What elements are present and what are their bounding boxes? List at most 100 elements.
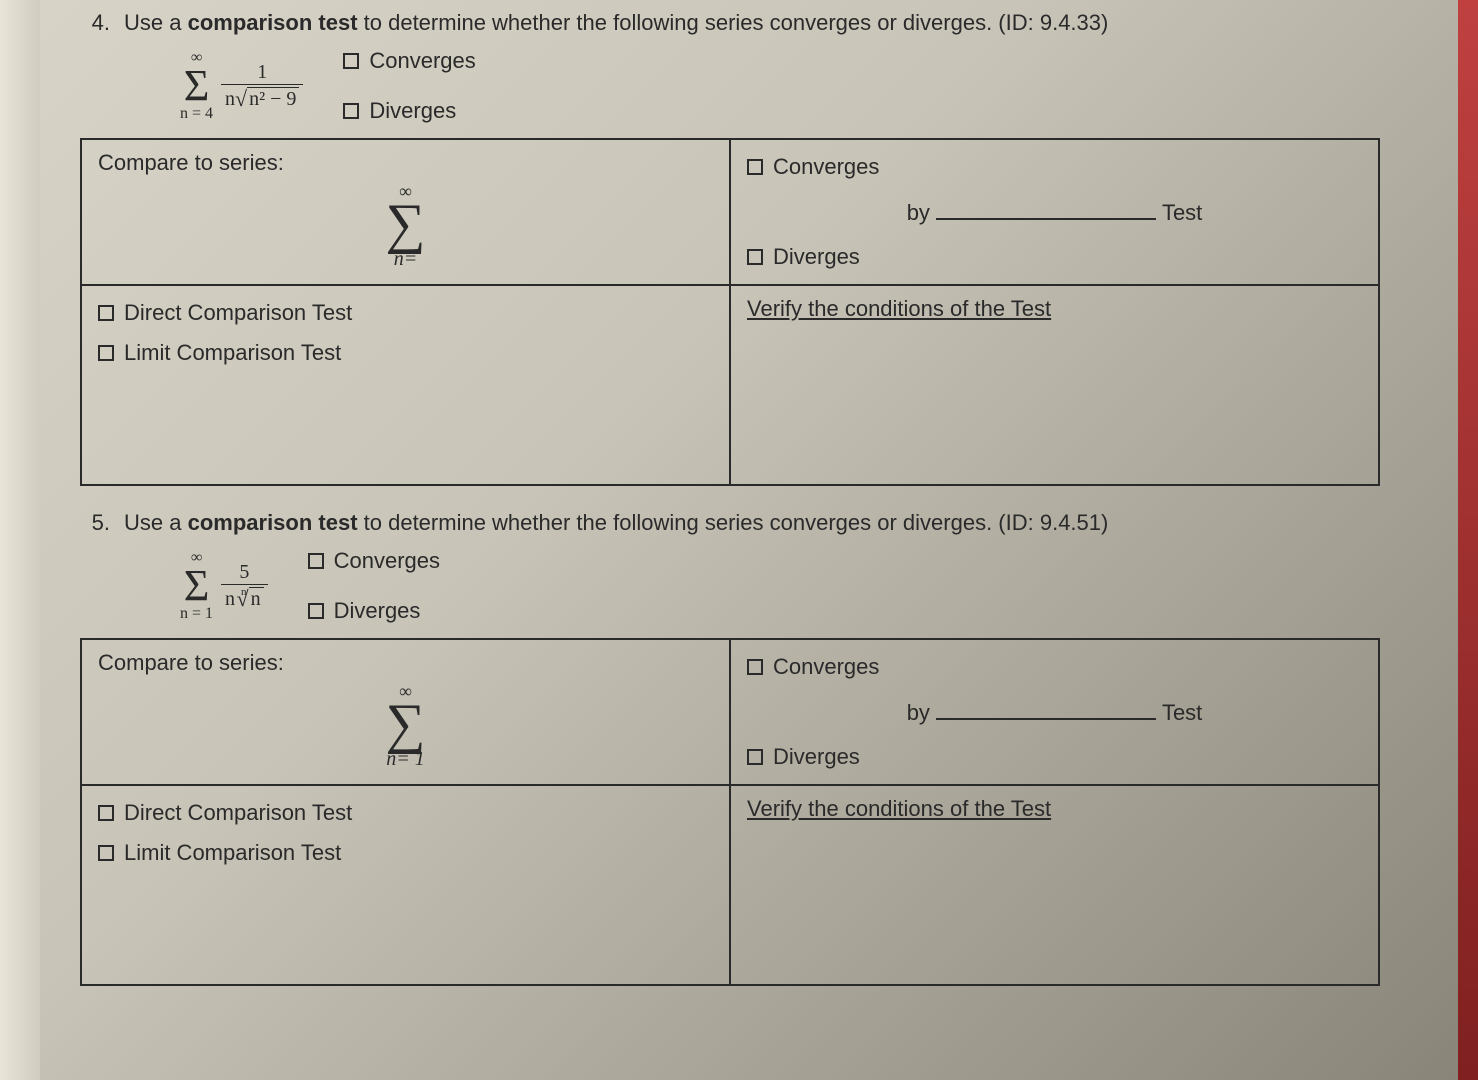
q5-stem-post: to determine whether the following serie… [358, 510, 1109, 535]
sqrt-icon: n² − 9 [235, 85, 299, 111]
sqrt-icon: n [237, 585, 264, 611]
q5-limit-comparison[interactable]: Limit Comparison Test [98, 840, 713, 866]
q5-choice-a-label: Converges [334, 548, 440, 574]
q5-choice-diverges[interactable]: Diverges [308, 598, 440, 624]
checkbox-icon [308, 603, 324, 619]
q4-table-conv-label: Converges [773, 154, 879, 180]
q5-direct-label: Direct Comparison Test [124, 800, 352, 826]
checkbox-icon [747, 749, 763, 765]
q4-sigma: ∞ Σ n = 4 [180, 50, 213, 121]
q5-convdiv-cell: Converges by Test Diverges [730, 639, 1379, 785]
q4-table-div-label: Diverges [773, 244, 860, 270]
q5-test-label: Test [1162, 700, 1202, 726]
q5-stem-bold: comparison test [188, 510, 358, 535]
q5-table-diverges[interactable]: Diverges [747, 744, 1362, 770]
worksheet-page: 4. Use a comparison test to determine wh… [40, 0, 1440, 1080]
q5-table-converges[interactable]: Converges [747, 654, 1362, 680]
q5-series-row: ∞ Σ n = 1 5 nnn Converges [180, 544, 1380, 628]
q5-choice-converges[interactable]: Converges [308, 548, 440, 574]
paper-right-edge [1458, 0, 1478, 1080]
q4-stem-pre: Use a [124, 10, 188, 35]
checkbox-icon [98, 345, 114, 361]
q4-test-choice-cell: Direct Comparison Test Limit Comparison … [81, 285, 730, 485]
q4-choice-converges[interactable]: Converges [343, 48, 475, 74]
q4-direct-comparison[interactable]: Direct Comparison Test [98, 300, 713, 326]
q5-verify-header: Verify the conditions of the Test [747, 796, 1362, 822]
checkbox-icon [98, 845, 114, 861]
sigma-icon: ∑ [386, 202, 426, 247]
q4-choice-diverges[interactable]: Diverges [343, 98, 475, 124]
q5-sigma-lower: n = 1 [180, 606, 213, 622]
q5-by-blank[interactable] [936, 698, 1156, 720]
q5-radicand: n [249, 587, 264, 610]
q4-fraction: 1 n n² − 9 [221, 61, 303, 112]
q5-fraction: 5 nnn [221, 561, 268, 612]
q4-table-diverges[interactable]: Diverges [747, 244, 1362, 270]
q4-limit-label: Limit Comparison Test [124, 340, 341, 366]
q5-compare-sigma-lower: n= 1 [386, 749, 425, 769]
q5-table-div-label: Diverges [773, 744, 860, 770]
q5-by-label: by [907, 700, 930, 726]
q5-choice-b-label: Diverges [334, 598, 421, 624]
q4-stem: Use a comparison test to determine wheth… [124, 10, 1380, 36]
q5-choices: Converges Diverges [308, 544, 440, 628]
q4-denominator: n n² − 9 [221, 85, 303, 111]
checkbox-icon [343, 53, 359, 69]
q4-verify-cell: Verify the conditions of the Test [730, 285, 1379, 485]
q5-table-conv-label: Converges [773, 654, 879, 680]
q4-choices: Converges Diverges [343, 44, 475, 128]
checkbox-icon [308, 553, 324, 569]
q4-sigma-lower: n = 4 [180, 106, 213, 122]
q4-table-converges[interactable]: Converges [747, 154, 1362, 180]
q4-by-label: by [907, 200, 930, 226]
q5-verify-cell: Verify the conditions of the Test [730, 785, 1379, 985]
q4-radicand: n² − 9 [247, 87, 299, 110]
q4-choice-a-label: Converges [369, 48, 475, 74]
q4-den-pre: n [225, 88, 235, 110]
q5-by-line: by Test [747, 698, 1362, 726]
q4-compare-cell: Compare to series: ∞ ∑ n= [81, 139, 730, 285]
q4-stem-bold: comparison test [188, 10, 358, 35]
checkbox-icon [343, 103, 359, 119]
checkbox-icon [747, 249, 763, 265]
q4-number: 4. [80, 10, 110, 36]
q5-numerator: 5 [235, 561, 253, 584]
q4-convdiv-cell: Converges by Test Diverges [730, 139, 1379, 285]
q4-choice-b-label: Diverges [369, 98, 456, 124]
q5-compare-sigma: ∞ ∑ n= 1 [386, 682, 426, 769]
paper-left-edge [0, 0, 40, 1080]
sigma-icon: Σ [184, 568, 210, 603]
q4-verify-header: Verify the conditions of the Test [747, 296, 1362, 322]
sigma-icon: ∑ [386, 702, 426, 747]
q4-series-row: ∞ Σ n = 4 1 n n² − 9 Converges [180, 44, 1380, 128]
q5-number: 5. [80, 510, 110, 536]
q4-work-table: Compare to series: ∞ ∑ n= Converges [80, 138, 1380, 486]
q4-numerator: 1 [253, 61, 271, 84]
question-4: 4. Use a comparison test to determine wh… [80, 10, 1380, 486]
q4-by-blank[interactable] [936, 198, 1156, 220]
q4-test-label: Test [1162, 200, 1202, 226]
q5-compare-label: Compare to series: [98, 650, 713, 676]
checkbox-icon [747, 159, 763, 175]
q5-direct-comparison[interactable]: Direct Comparison Test [98, 800, 713, 826]
checkbox-icon [98, 805, 114, 821]
q4-by-line: by Test [747, 198, 1362, 226]
checkbox-icon [98, 305, 114, 321]
q5-sigma: ∞ Σ n = 1 [180, 550, 213, 621]
q4-limit-comparison[interactable]: Limit Comparison Test [98, 340, 713, 366]
q5-stem-pre: Use a [124, 510, 188, 535]
q4-compare-sigma: ∞ ∑ n= [386, 182, 426, 269]
question-5: 5. Use a comparison test to determine wh… [80, 510, 1380, 986]
checkbox-icon [747, 659, 763, 675]
sigma-icon: Σ [184, 68, 210, 103]
q4-direct-label: Direct Comparison Test [124, 300, 352, 326]
q5-test-choice-cell: Direct Comparison Test Limit Comparison … [81, 785, 730, 985]
q5-work-table: Compare to series: ∞ ∑ n= 1 Converges [80, 638, 1380, 986]
q5-limit-label: Limit Comparison Test [124, 840, 341, 866]
q4-compare-sigma-lower: n= [394, 249, 418, 269]
q4-compare-label: Compare to series: [98, 150, 713, 176]
q5-den-pre: n [225, 588, 235, 610]
q4-stem-post: to determine whether the following serie… [358, 10, 1109, 35]
q5-compare-cell: Compare to series: ∞ ∑ n= 1 [81, 639, 730, 785]
q5-stem: Use a comparison test to determine wheth… [124, 510, 1380, 536]
